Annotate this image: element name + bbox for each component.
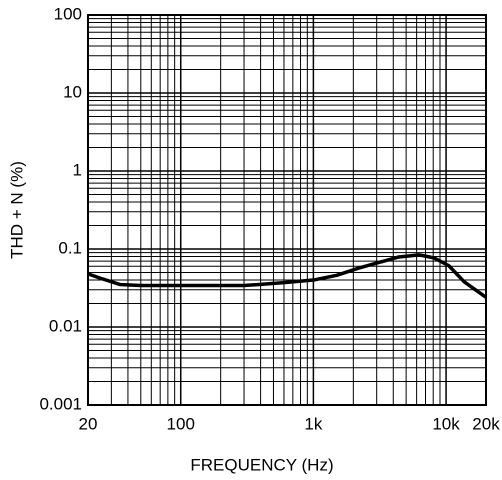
y-tick-label: 0.001 xyxy=(39,394,82,413)
plot-frame xyxy=(87,14,487,406)
x-tick-label: 20 xyxy=(79,414,98,433)
y-tick-label: 0.1 xyxy=(58,238,82,257)
x-tick-label: 20k xyxy=(472,414,500,433)
y-tick-label: 10 xyxy=(63,82,82,101)
y-tick-label: 0.01 xyxy=(49,316,82,335)
y-tick-label: 1 xyxy=(73,160,82,179)
x-tick-label: 10k xyxy=(432,414,460,433)
y-tick-label: 100 xyxy=(54,4,82,23)
x-tick-label: 1k xyxy=(304,414,322,433)
x-axis-label: FREQUENCY (Hz) xyxy=(190,455,333,474)
data-line xyxy=(87,253,488,299)
x-tick-label: 100 xyxy=(167,414,195,433)
y-axis-label: THD + N (%) xyxy=(7,161,26,259)
